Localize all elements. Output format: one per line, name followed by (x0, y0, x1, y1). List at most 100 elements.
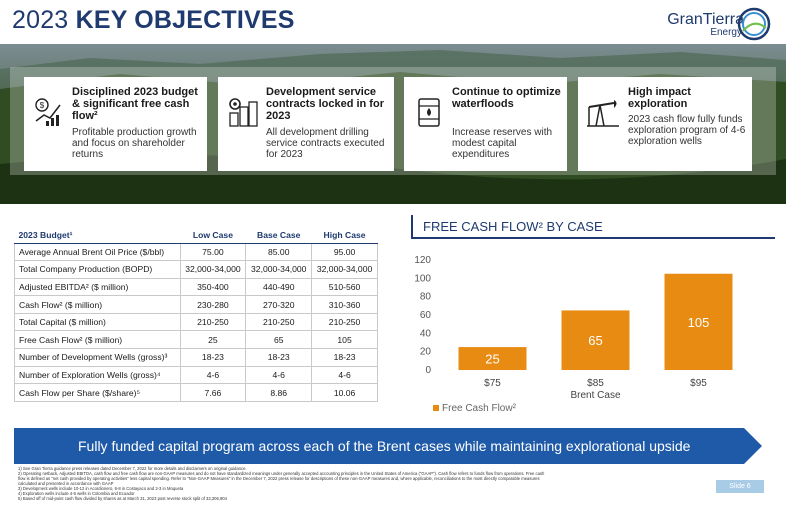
y-tick-label: 120 (414, 255, 431, 266)
footnote: 1) See Gran Tierra guidance press releas… (18, 466, 247, 471)
card-body: Profitable production growth and focus o… (72, 127, 197, 160)
card-body: Increase reserves with modest capital ex… (452, 127, 553, 160)
footnote: 2) Operating netback, Adjusted EBITDA, c… (18, 471, 545, 476)
chart-title-box: FREE CASH FLOW² BY CASE (411, 215, 775, 239)
row-label: Total Capital ($ million) (14, 312, 181, 332)
table-cell: 85.00 (245, 242, 313, 262)
footnotes: 1) See Gran Tierra guidance press releas… (18, 466, 714, 501)
svg-text:$: $ (40, 101, 45, 110)
table-cell: 8.86 (245, 383, 313, 402)
table-cell: 350-400 (179, 277, 247, 297)
card-heading: Continue to optimize waterfloods (452, 86, 561, 110)
footnote: 4) Exploration wells include 4-6 wells i… (18, 491, 135, 496)
page-title: 2023 KEY OBJECTIVES (12, 6, 295, 34)
banner-text: Fully funded capital program across each… (78, 438, 691, 454)
table-cell: 4-6 (179, 365, 247, 385)
card-heading: High impact exploration (628, 86, 691, 110)
money-chart-icon: $ (35, 98, 61, 126)
chart-title: FREE CASH FLOW² BY CASE (423, 219, 603, 234)
table-cell: 25 (179, 330, 247, 350)
table-cell: 75.00 (179, 242, 247, 262)
legend-label: Free Cash Flow² (442, 403, 517, 414)
table-cell: 210-250 (179, 312, 247, 332)
card-heading: Disciplined 2023 budget & significant fr… (72, 86, 198, 122)
table-cell: 4-6 (311, 365, 378, 385)
table-row: Free Cash Flow² ($ million) 25 65 105 (14, 330, 378, 350)
footnote: 3) Development wells include 10-12 in Ac… (18, 486, 184, 491)
column-header: 2023 Budget¹ (14, 229, 181, 244)
oil-pumpjack-icon (587, 100, 619, 127)
table-row: Cash Flow² ($ million) 230-280 270-320 310-… (14, 295, 378, 314)
logo-sub: Energy (710, 27, 742, 38)
table-cell: 7.66 (179, 383, 247, 402)
row-label: Number of Exploration Wells (gross)⁴ (14, 365, 181, 385)
table-cell: 10.06 (311, 383, 378, 402)
table-cell: 18-23 (311, 348, 378, 367)
row-label: Average Annual Brent Oil Price ($/bbl) (14, 242, 181, 262)
table-cell: 32,000-34,000 (245, 260, 313, 279)
objective-card-budget: $ Disciplined 2023 budget & significant … (24, 77, 207, 171)
table-cell: 95.00 (311, 242, 378, 262)
column-header: Low Case (180, 229, 246, 244)
table-cell: 105 (311, 330, 378, 350)
table-row: Total Capital ($ million) 210-250 210-250 2… (14, 312, 378, 332)
y-tick-label: 20 (420, 347, 432, 358)
gear-buildings-icon (229, 98, 258, 127)
y-tick-label: 100 (414, 273, 431, 284)
table-row: Number of Development Wells (gross)³ 18-2… (14, 348, 378, 367)
table-cell: 440-490 (245, 277, 313, 297)
y-tick-label: 40 (420, 328, 432, 339)
bar (458, 347, 527, 370)
table-row: Total Company Production (BOPD) 32,000-34… (14, 260, 378, 279)
table-row: Adjusted EBITDA² ($ million) 350-400 440-4… (14, 277, 378, 297)
row-label: Cash Flow² ($ million) (14, 295, 181, 314)
table-row: Cash Flow per Share ($/share)⁵ 7.66 8.86 10… (14, 383, 378, 402)
x-axis-label: Brent Case (570, 390, 620, 401)
table-cell: 210-250 (311, 312, 378, 332)
table-cell: 510-560 (311, 277, 378, 297)
card-heading: Development service contracts locked in … (266, 86, 384, 122)
table-cell: 230-280 (179, 295, 247, 314)
data-label: 65 (588, 333, 602, 348)
table-cell: 18-23 (179, 348, 247, 367)
logo-name: GranTierra (667, 11, 744, 28)
table-cell: 18-23 (245, 348, 313, 367)
table-cell: 4-6 (245, 365, 313, 385)
objective-card-waterfloods: Continue to optimize waterfloods Increas… (404, 77, 567, 171)
table-cell: 32,000-34,000 (179, 260, 247, 279)
objective-card-contracts: Development service contracts locked in … (218, 77, 394, 171)
x-tick-label: $85 (587, 378, 604, 389)
logo-ring-icon (737, 7, 771, 41)
table-cell: 270-320 (245, 295, 313, 314)
table-cell: 32,000-34,000 (311, 260, 378, 279)
card-body: All development drilling service contrac… (266, 127, 385, 160)
bar (664, 273, 733, 370)
y-tick-label: 0 (425, 365, 431, 376)
data-label: 105 (688, 315, 710, 330)
table-row: Number of Exploration Wells (gross)⁴ 4-6 4… (14, 365, 378, 385)
table-cell: 65 (245, 330, 313, 350)
footnote: 5) Based off of mid-point cash flow divi… (18, 496, 227, 501)
y-tick-label: 60 (420, 310, 432, 321)
column-header: Base Case (245, 229, 312, 244)
y-tick-label: 80 (420, 292, 432, 303)
footnote: flow is defined as "net cash provided by… (18, 476, 540, 481)
x-tick-label: $95 (690, 378, 707, 389)
card-body: 2023 cash flow fully funds exploration p… (628, 114, 746, 147)
table-cell: 210-250 (245, 312, 313, 332)
footnote: calculated and presented in accordance w… (18, 481, 114, 486)
row-label: Free Cash Flow² ($ million) (14, 330, 181, 350)
table-row: Average Annual Brent Oil Price ($/bbl) 75… (14, 242, 378, 262)
data-label: 25 (485, 352, 499, 367)
x-tick-label: $75 (484, 378, 501, 389)
oil-barrel-icon (418, 98, 440, 127)
column-header: High Case (311, 229, 378, 244)
banner: Fully funded capital program across each… (14, 428, 762, 464)
budget-table: 2023 Budget¹ Low Case Base Case High Cas… (14, 229, 378, 402)
free-cash-flow-chart: 0 20 40 60 80 100 120 25 $75 65 $85 105 $95 Brent Cas… (414, 255, 733, 414)
row-label: Cash Flow per Share ($/share)⁵ (14, 383, 181, 402)
row-label: Adjusted EBITDA² ($ million) (14, 277, 181, 297)
table-header-row: 2023 Budget¹ Low Case Base Case High Cas… (14, 229, 378, 244)
objective-card-exploration: High impact exploration 2023 cash flow f… (578, 77, 752, 171)
bar (561, 310, 630, 370)
